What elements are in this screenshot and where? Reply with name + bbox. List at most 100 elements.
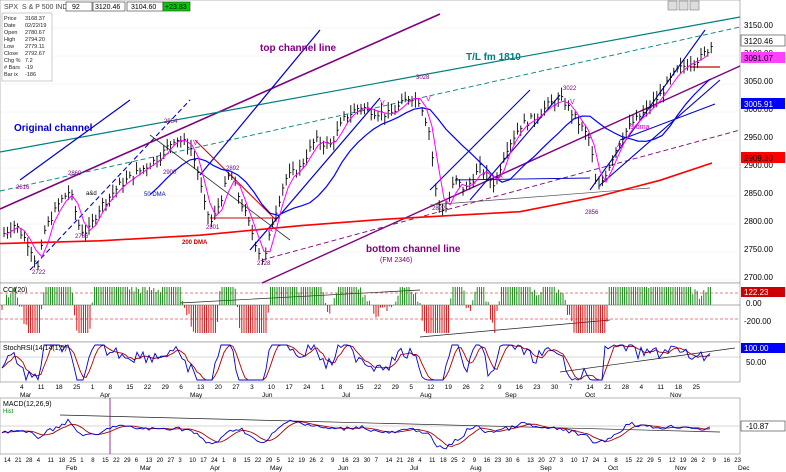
- x-tick-row1: 2: [480, 384, 484, 391]
- x-axis: 4 11 18 25 1 8 15 22 29 6 13 20 27 3 10 17 24 1 8 15 22 29 5 12…: [4, 384, 750, 472]
- x-tick-row2: 8: [233, 458, 237, 464]
- x-tick-row2: 30: [364, 458, 371, 464]
- dma50-label: 50 DMA: [144, 192, 166, 198]
- x-tick-row1: 11: [657, 384, 664, 391]
- x-tick-row2: 30: [505, 458, 512, 464]
- macd-badge: [740, 420, 786, 432]
- x-tick-row2: 14: [4, 458, 11, 464]
- stoch-title: StochRSI(14,14(1,5): [3, 345, 67, 352]
- x-month-row1: Sep: [505, 392, 517, 399]
- x-tick-row2: 25: [451, 458, 458, 464]
- minimize-icon[interactable]: [667, 0, 678, 11]
- x-tick-row1: 12: [427, 384, 435, 391]
- x-tick-row2: 8: [614, 458, 618, 464]
- pivot-label: 2954: [164, 119, 178, 125]
- header-field-b-box[interactable]: [92, 1, 126, 12]
- x-month-row2: Feb: [66, 465, 78, 472]
- channel-line: [199, 29, 321, 176]
- x-tick-row2: 21: [15, 458, 22, 464]
- price-tick: 2900.00: [744, 161, 773, 170]
- x-tick-row1: 4: [20, 384, 24, 391]
- x-tick-row2: 7: [375, 458, 379, 464]
- x-month-row2: Jul: [410, 465, 419, 472]
- price-tick: 2950.00: [744, 133, 773, 142]
- x-tick-row1: 19: [445, 384, 453, 391]
- header-field-a-box[interactable]: [65, 1, 93, 12]
- marker-label: V: [193, 140, 198, 147]
- x-tick-row2: 29: [124, 458, 131, 464]
- cci-tick: 0.00: [746, 299, 762, 308]
- marker-label: A: [617, 142, 622, 149]
- dma200-label: 200 DMA: [182, 240, 208, 246]
- pivot-label: 2728: [257, 261, 271, 267]
- x-tick-row1: 6: [179, 384, 183, 391]
- original-channel-line: [19, 99, 131, 181]
- x-month-row2: Apr: [210, 465, 221, 472]
- stoch-badge-text: 100.00: [744, 344, 769, 353]
- x-tick-row1: 25: [73, 384, 81, 391]
- price-badge-ma200-text: 2909.30: [744, 154, 773, 163]
- pivot-label: 2892: [226, 166, 240, 172]
- x-tick-row2: 11: [48, 458, 55, 464]
- pivot-label: 2900: [163, 170, 177, 176]
- price-badge-ma50: [741, 98, 785, 109]
- price-badge-ma9-text: 3091.07: [744, 54, 773, 63]
- indicator-plots: [0, 287, 740, 450]
- x-tick-row1: 10: [268, 384, 276, 391]
- x-month-row2: Dec: [738, 465, 750, 472]
- header-change: +23.83: [165, 4, 187, 11]
- channel-line: [429, 89, 531, 191]
- marker-label: V: [380, 100, 385, 107]
- x-tick-row2: 29: [266, 458, 273, 464]
- x-tick-row1: 1: [91, 384, 95, 391]
- info-value: 2780.67: [25, 30, 45, 36]
- channel-line: [249, 97, 381, 251]
- x-tick-row2: 2: [320, 458, 324, 464]
- header-field-c: 3104.60: [131, 4, 156, 11]
- header-field-b: 3120.46: [95, 4, 120, 11]
- x-tick-row2: 20: [157, 458, 164, 464]
- price-axis: 3150.00 3100.00 3050.00 3000.00 2950.00 …: [740, 21, 786, 282]
- x-tick-row2: 13: [527, 458, 534, 464]
- x-tick-row2: 22: [636, 458, 643, 464]
- stoch-tick: 50.00: [746, 358, 767, 367]
- close-icon[interactable]: [689, 0, 700, 11]
- header-change-box: [162, 1, 191, 12]
- x-month-row1: Mar: [20, 392, 32, 399]
- x-tick-row2: 23: [734, 458, 741, 464]
- x-month-row2: Sep: [540, 465, 552, 472]
- info-label: Price: [4, 16, 17, 22]
- info-label: Bar ix: [4, 72, 18, 78]
- maximize-icon[interactable]: [678, 0, 689, 11]
- x-tick-row2: 19: [680, 458, 687, 464]
- x-tick-row2: 11: [429, 458, 436, 464]
- x-tick-row2: 14: [386, 458, 393, 464]
- cci-badge-text: 122.23: [744, 288, 769, 297]
- x-tick-row1: 13: [197, 384, 205, 391]
- x-tick-row1: 17: [286, 384, 294, 391]
- x-tick-row1: 15: [126, 384, 134, 391]
- cci-tick: -200.00: [744, 317, 772, 326]
- x-tick-row2: 4: [37, 458, 41, 464]
- x-tick-row2: 28: [26, 458, 33, 464]
- x-tick-row2: 2: [702, 458, 706, 464]
- info-label: # Bars: [4, 65, 20, 71]
- tl1810-label: T/L fm 1810: [466, 52, 521, 63]
- x-tick-row2: 10: [571, 458, 578, 464]
- x-tick-row2: 5: [277, 458, 281, 464]
- x-tick-row1: 16: [516, 384, 524, 391]
- x-tick-row2: 9: [473, 458, 477, 464]
- x-tick-row2: 22: [113, 458, 120, 464]
- stoch-labels: StochRSI(14,14(1,5) 100.00 50.00: [3, 343, 785, 367]
- annotations: top channel line T/L fm 1810 Original ch…: [14, 43, 650, 276]
- x-tick-row1: 18: [55, 384, 63, 391]
- x-tick-row2: 28: [407, 458, 414, 464]
- macd-title: MACD(12,26,9): [3, 401, 52, 408]
- info-value: 2794.20: [25, 37, 45, 43]
- trend-line: [149, 134, 291, 241]
- pivot-label: 2860: [68, 171, 82, 177]
- pivot-label: a&d: [86, 191, 97, 197]
- x-month-row2: May: [270, 465, 283, 472]
- x-tick-row2: 10: [189, 458, 196, 464]
- x-tick-row2: 15: [625, 458, 632, 464]
